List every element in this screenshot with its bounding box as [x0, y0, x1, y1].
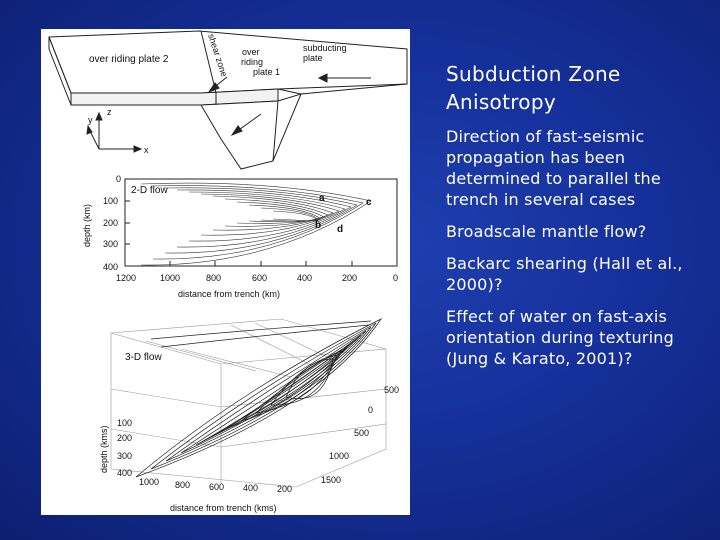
- panel-3d-xtick-1000: 1000: [139, 477, 159, 487]
- panel-3d-ytick-100: 100: [117, 418, 132, 428]
- panel-3d-ytick-400: 400: [117, 468, 132, 478]
- panel-2d-xlabel: distance from trench (km): [178, 289, 280, 299]
- panel-2d-ytick-400: 400: [103, 262, 118, 272]
- slide-text-column: Subduction Zone Anisotropy Direction of …: [446, 60, 708, 380]
- panel-3d-streamlines: [135, 318, 383, 478]
- axis-x-label: x: [144, 145, 149, 155]
- panel-3d-xtick-400: 400: [243, 483, 258, 493]
- panel-3d-side-tick-500-lower: 500: [354, 428, 369, 438]
- point-label-d: d: [337, 224, 343, 235]
- panel-2d-ylabel: depth (km): [82, 204, 92, 247]
- panel-3d-label: 3-D flow: [125, 352, 162, 363]
- panel-3d-xtick-600: 600: [209, 482, 224, 492]
- bullet-2: Broadscale mantle flow?: [446, 222, 647, 241]
- over-riding-plate-1-label-line1: over: [242, 47, 260, 57]
- over-riding-plate-1-label-line3: plate 1: [253, 67, 280, 77]
- panel-3d-side-tick-1500: 1500: [321, 475, 341, 485]
- bullet-4: Effect of water on fast-axis orientation…: [446, 307, 674, 368]
- over-riding-plate-1-label-line2: riding: [241, 57, 263, 67]
- panel-2d-ytick-300: 300: [103, 239, 118, 249]
- axis-z-label: z: [107, 107, 112, 117]
- panel-2d-xtick-200: 200: [342, 273, 357, 283]
- panel-3d-xlabel: distance from trench (kms): [170, 503, 277, 513]
- panel-3d-side-tick-1000: 1000: [329, 451, 349, 461]
- bullet-3: Backarc shearing (Hall et al., 2000)?: [446, 254, 683, 294]
- panel-3d-ytick-200: 200: [117, 433, 132, 443]
- panel-2d-xtick-1000: 1000: [160, 273, 180, 283]
- point-label-b: b: [315, 220, 321, 231]
- subducting-plate-label-line1: subducting: [303, 43, 347, 53]
- panel-2d-frame: [124, 178, 398, 267]
- block-diagram: [48, 30, 408, 170]
- subduction-figure: over riding plate 2 shear zone over ridi…: [41, 29, 410, 515]
- subducting-plate-label-line2: plate: [303, 53, 323, 63]
- panel-3d-box: [110, 318, 387, 488]
- panel-3d-ytick-300: 300: [117, 451, 132, 461]
- panel-2d-xtick-800: 800: [206, 273, 221, 283]
- over-riding-plate-2-label: over riding plate 2: [89, 54, 169, 65]
- figure-graphic: over riding plate 2 shear zone over ridi…: [48, 30, 408, 513]
- panel-2d-streamlines: [140, 182, 372, 266]
- panel-3d-side-tick-0: 0: [368, 405, 373, 415]
- bullet-1: Direction of fast-seismic propagation ha…: [446, 127, 661, 209]
- axis-y-label: y: [88, 115, 93, 125]
- panel-3d-xtick-200: 200: [277, 484, 292, 494]
- panel-2d-xtick-0: 0: [393, 273, 398, 283]
- slide-title: Subduction Zone Anisotropy: [446, 62, 621, 114]
- panel-3d-side-tick-500-upper: 500: [384, 385, 399, 395]
- panel-2d-ytick-100: 100: [103, 196, 118, 206]
- panel-3d-ylabel: depth (kms): [99, 425, 109, 473]
- panel-2d-xtick-600: 600: [252, 273, 267, 283]
- panel-3d-xtick-800: 800: [175, 480, 190, 490]
- panel-2d-xtick-400: 400: [297, 273, 312, 283]
- point-label-a: a: [319, 193, 325, 204]
- panel-2d-xtick-1200: 1200: [116, 273, 136, 283]
- panel-2d-ytick-200: 200: [103, 218, 118, 228]
- panel-2d-label: 2-D flow: [131, 185, 168, 196]
- panel-2d-ytick-0: 0: [116, 174, 121, 184]
- point-label-c: c: [366, 197, 372, 208]
